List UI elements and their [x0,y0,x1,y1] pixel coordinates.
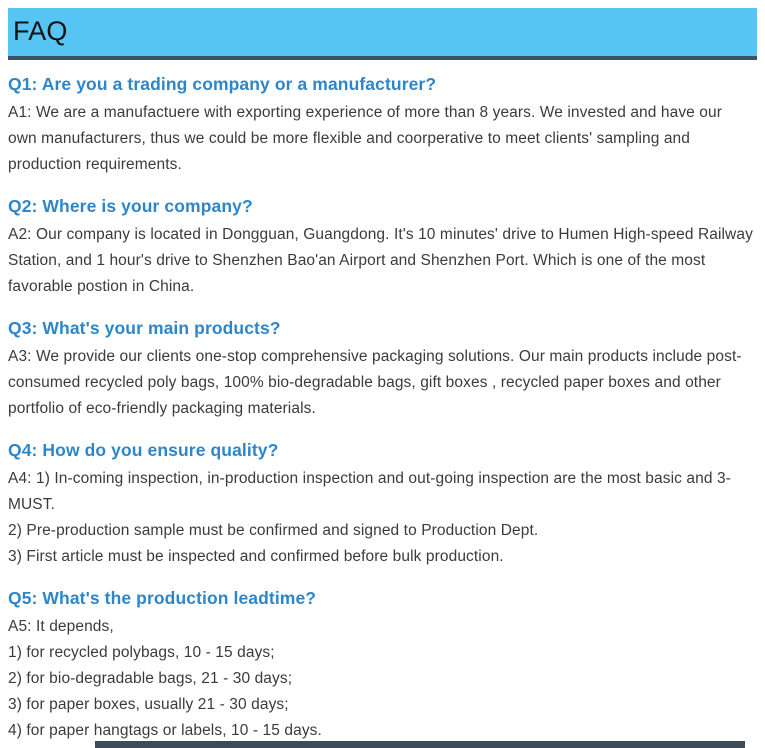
faq-answer: A4: 1) In-coming inspection, in-producti… [8,466,753,570]
faq-question: Q5: What's the production leadtime? [8,588,317,608]
faq-answer-paragraph: A3: We provide our clients one-stop comp… [8,348,742,417]
faq-answer-paragraph: A5: It depends, [8,618,114,635]
faq-answer-paragraph: 3) First article must be inspected and c… [8,548,504,565]
faq-answer-paragraph: A4: 1) In-coming inspection, in-producti… [8,470,731,513]
faq-item: Q1: Are you a trading company or a manuf… [8,74,753,178]
faq-section-header: FAQ [8,8,757,60]
faq-item: Q5: What's the production leadtime? A5: … [8,588,753,744]
faq-answer-paragraph: 4) for paper hangtags or labels, 10 - 15… [8,722,322,739]
faq-question: Q2: Where is your company? [8,196,253,216]
faq-answer: A5: It depends, 1) for recycled polybags,… [8,614,753,744]
next-section-partial-bar [95,741,745,748]
faq-question: Q4: How do you ensure quality? [8,440,279,460]
faq-answer-paragraph: 2) Pre-production sample must be confirm… [8,522,539,539]
faq-answer-paragraph: 2) for bio-degradable bags, 21 - 30 days… [8,670,293,687]
faq-answer-paragraph: 1) for recycled polybags, 10 - 15 days; [8,644,275,661]
faq-section-title: FAQ [13,15,68,46]
faq-list: Q1: Are you a trading company or a manuf… [8,60,753,748]
faq-answer: A3: We provide our clients one-stop comp… [8,344,753,422]
faq-item: Q4: How do you ensure quality? A4: 1) In… [8,440,753,570]
faq-answer-paragraph: A1: We are a manufactuere with exporting… [8,104,723,173]
faq-answer-paragraph: 3) for paper boxes, usually 21 - 30 days… [8,696,289,713]
faq-item: Q2: Where is your company? A2: Our compa… [8,196,753,300]
faq-answer: A1: We are a manufactuere with exporting… [8,100,753,178]
faq-item: Q3: What's your main products? A3: We pr… [8,318,753,422]
faq-answer: A2: Our company is located in Dongguan, … [8,222,753,300]
faq-question: Q3: What's your main products? [8,318,281,338]
faq-answer-paragraph: A2: Our company is located in Dongguan, … [8,226,753,295]
faq-question: Q1: Are you a trading company or a manuf… [8,74,437,94]
